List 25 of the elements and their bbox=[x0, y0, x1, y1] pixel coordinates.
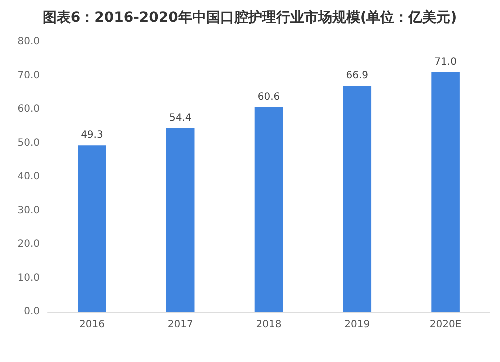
bar bbox=[78, 146, 106, 312]
y-tick-label: 60.0 bbox=[18, 104, 40, 115]
data-label: 54.4 bbox=[169, 112, 192, 124]
y-tick-label: 30.0 bbox=[18, 205, 40, 216]
x-tick-label: 2016 bbox=[79, 320, 105, 330]
y-tick-label: 20.0 bbox=[18, 239, 40, 250]
y-tick-label: 10.0 bbox=[18, 272, 40, 284]
bar bbox=[432, 72, 460, 312]
x-tick-label: 2017 bbox=[168, 320, 194, 330]
x-tick-label: 2018 bbox=[256, 320, 282, 330]
bar bbox=[254, 107, 284, 312]
bar bbox=[166, 128, 195, 312]
y-tick-label: 0.0 bbox=[24, 306, 40, 318]
data-label: 66.9 bbox=[346, 70, 369, 82]
data-label: 71.0 bbox=[434, 56, 457, 68]
bar bbox=[343, 86, 372, 312]
y-tick-label: 40.0 bbox=[18, 172, 40, 182]
y-tick-label: 50.0 bbox=[18, 138, 40, 149]
data-label: 60.6 bbox=[258, 92, 280, 103]
chart-title: 图表6：2016-2020年中国口腔护理行业市场规模(单位：亿美元) bbox=[42, 9, 458, 26]
x-tick-label: 2020E bbox=[430, 320, 462, 330]
x-tick-label: 2019 bbox=[344, 320, 370, 330]
y-tick-label: 70.0 bbox=[18, 70, 40, 82]
y-tick-label: 80.0 bbox=[18, 36, 40, 48]
data-label: 49.3 bbox=[81, 130, 104, 142]
